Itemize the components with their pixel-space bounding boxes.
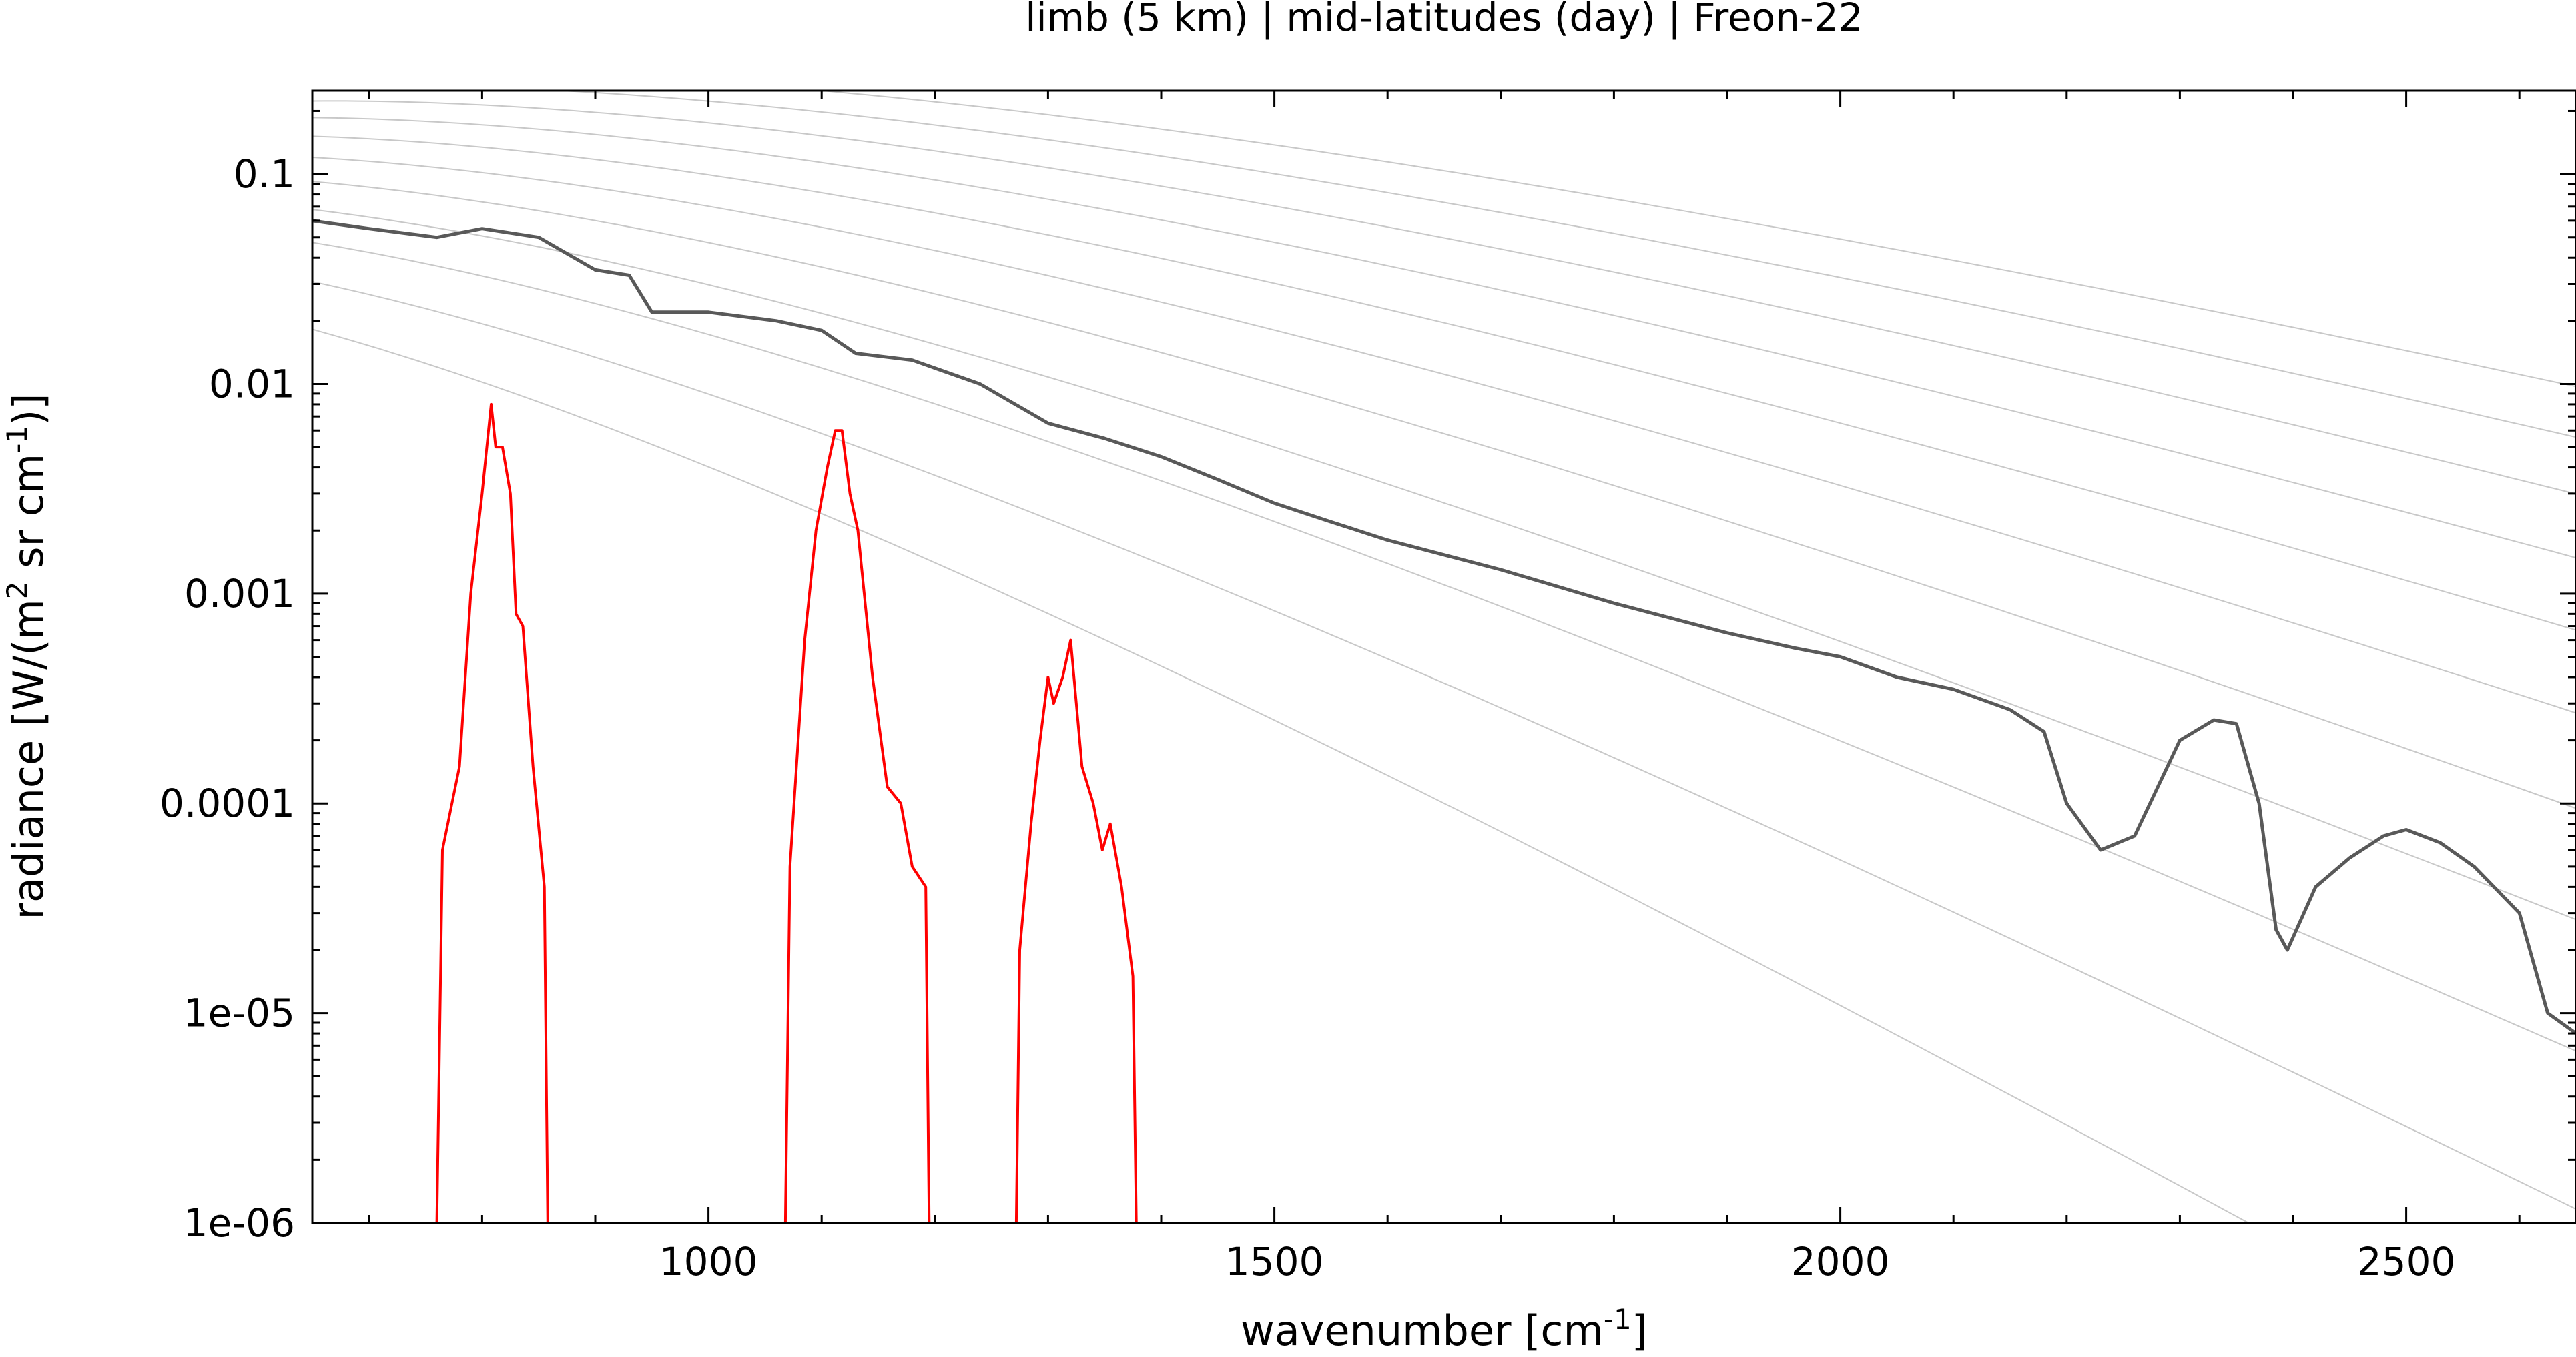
planck-curve [549, 91, 2576, 438]
x-axis-label-main: wavenumber [cm [1241, 1306, 1604, 1355]
y-tick-label: 1e-06 [184, 1200, 295, 1246]
x-tick-label: 1000 [659, 1239, 758, 1284]
x-tick-label: 1500 [1225, 1239, 1324, 1284]
planck-curve [312, 135, 2576, 631]
y-tick-label: 0.001 [184, 571, 295, 616]
planck-curve [312, 242, 2576, 1052]
y-axis-label-sup1: 2 [1, 581, 33, 599]
x-axis-label-close: ] [1632, 1306, 1648, 1355]
planck-curve [312, 100, 2576, 495]
planck-curve [312, 117, 2576, 559]
series-line-gas-band [783, 429, 931, 1223]
total-series-layer [312, 219, 2576, 1035]
planck-curve [312, 328, 2250, 1223]
chart-title: limb (5 km) | mid-latitudes (day) | Freo… [1025, 0, 1863, 40]
x-tick-label: 2000 [1791, 1239, 1890, 1284]
y-tick-label: 0.0001 [159, 781, 295, 826]
planck-curve [312, 181, 2576, 809]
y-axis-label-part1: radiance [W/(m [4, 599, 53, 919]
y-axis-label-sup2: -1 [1, 426, 33, 454]
planck-curve [814, 91, 2576, 388]
y-axis-label-part3: )] [4, 394, 53, 426]
y-tick-label: 0.1 [234, 151, 295, 197]
planck-curve [312, 157, 2576, 714]
planck-curve [312, 281, 2576, 1210]
series-line-gas-band [435, 402, 549, 1223]
planck-reference-curves [312, 91, 2576, 1223]
y-tick-labels: 0.1 0.01 0.001 0.0001 1e-05 1e-06 [159, 151, 295, 1246]
y-axis-label: radiance [W/(m2 sr cm-1)] [1, 394, 53, 920]
x-axis-label: wavenumber [cm-1] [1241, 1303, 1648, 1355]
x-tick-labels: 1000 1500 2000 2500 [659, 1239, 2456, 1284]
x-tick-label: 2500 [2357, 1239, 2456, 1284]
series-line-total [312, 219, 2576, 1035]
planck-curve [312, 209, 2576, 921]
y-axis-label-part2: sr cm [4, 454, 53, 582]
x-axis-label-sup: -1 [1604, 1303, 1632, 1336]
axis-ticks [312, 91, 2576, 1224]
y-tick-label: 0.01 [209, 361, 295, 406]
series-line-gas-band [1014, 638, 1138, 1223]
gas-series-layer [435, 402, 1138, 1223]
y-tick-label: 1e-05 [184, 991, 295, 1036]
